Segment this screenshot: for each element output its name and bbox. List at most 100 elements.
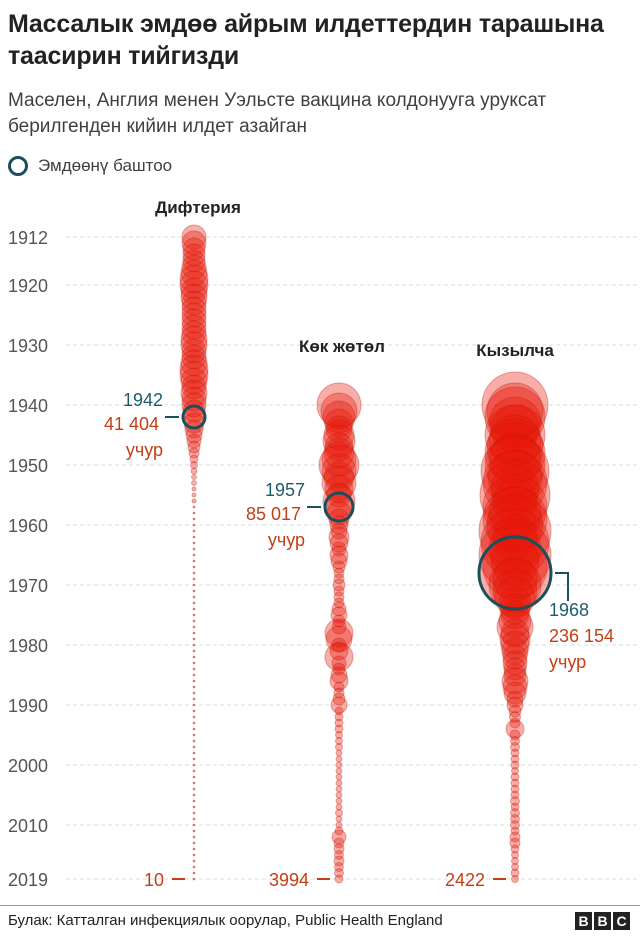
bubble xyxy=(192,511,196,515)
bubble xyxy=(334,712,344,722)
bubble xyxy=(331,655,347,671)
bbc-logo-letter: B xyxy=(575,912,592,930)
bubble xyxy=(192,865,196,869)
bubble xyxy=(181,308,207,334)
bubble xyxy=(182,243,206,267)
vaccine-start-marker xyxy=(477,535,553,611)
bubble xyxy=(335,779,343,787)
bubble xyxy=(181,224,207,250)
bubble xyxy=(192,805,196,809)
bubble xyxy=(488,558,542,612)
bubble xyxy=(505,719,525,739)
bubble xyxy=(335,773,343,781)
bubble xyxy=(192,631,196,635)
bubble xyxy=(181,386,207,412)
bubble xyxy=(510,790,520,800)
bubble xyxy=(488,396,542,450)
bubble xyxy=(191,474,197,480)
bubble xyxy=(182,237,206,261)
bubble xyxy=(192,817,196,821)
bubble xyxy=(192,829,196,833)
bubble xyxy=(192,691,196,695)
y-tick-label: 2019 xyxy=(8,870,48,890)
bubble xyxy=(334,718,344,728)
bubble xyxy=(192,841,196,845)
bubble xyxy=(333,597,345,609)
bubble xyxy=(181,254,207,280)
chart-title: Массалык эмдөө айрым илдеттердин тарашын… xyxy=(8,10,604,70)
bubble xyxy=(192,739,196,743)
bubble xyxy=(510,808,520,818)
bubble xyxy=(492,556,538,602)
bubble xyxy=(510,814,520,824)
bubble xyxy=(510,772,520,782)
footer-divider xyxy=(0,905,640,906)
bbc-logo-letter: B xyxy=(594,912,611,930)
bubble xyxy=(180,259,208,287)
bubble xyxy=(503,657,527,681)
bubble xyxy=(192,751,196,755)
bubble xyxy=(323,419,355,451)
bubble xyxy=(192,601,196,605)
bubble xyxy=(192,589,196,593)
bubble xyxy=(502,674,528,700)
bubble xyxy=(192,763,196,767)
bubble xyxy=(192,703,196,707)
bubble xyxy=(192,871,196,875)
bubble xyxy=(328,526,350,548)
bubble xyxy=(334,724,344,734)
bubble xyxy=(192,799,196,803)
vaccine-start-ring-icon xyxy=(8,156,28,176)
bubble xyxy=(333,567,345,579)
bubble xyxy=(192,595,196,599)
bubble xyxy=(332,692,346,706)
y-tick-label: 1970 xyxy=(8,576,48,596)
bubble xyxy=(321,453,357,489)
bubble xyxy=(191,498,197,504)
legend: Эмдөөнү баштоо xyxy=(8,156,172,176)
bubble xyxy=(482,450,548,516)
bubble xyxy=(331,619,347,635)
vaccine-cases-label: 41 404 xyxy=(104,414,159,434)
bubble xyxy=(192,505,196,509)
bubble xyxy=(510,868,520,878)
bubble xyxy=(324,408,354,438)
bubble xyxy=(334,868,344,878)
y-tick-label: 1920 xyxy=(8,276,48,296)
bubble xyxy=(332,662,346,676)
bubble xyxy=(192,823,196,827)
bubble xyxy=(179,270,209,300)
bubble xyxy=(510,760,520,770)
bubble xyxy=(192,727,196,731)
vaccine-cases-label: 236 154 xyxy=(549,626,614,646)
bubble xyxy=(510,742,520,752)
bubble xyxy=(335,821,343,829)
bubble xyxy=(182,249,206,273)
bubble xyxy=(192,673,196,677)
column-1: Дифтерия 1942 41 404 учур 10 xyxy=(104,198,241,890)
bubble xyxy=(179,354,209,384)
bubble xyxy=(180,283,208,311)
bubble xyxy=(330,552,348,570)
last-year-cases-label: 3994 xyxy=(269,870,309,890)
column-3: Кызылча 1968 236 154 учур 2422 xyxy=(445,341,614,890)
y-tick-label: 1940 xyxy=(8,396,48,416)
bubble xyxy=(324,618,354,648)
bubble xyxy=(333,573,345,585)
bubble xyxy=(330,522,348,540)
bubble xyxy=(501,667,529,695)
bubble xyxy=(510,736,520,746)
y-tick-label: 1990 xyxy=(8,696,48,716)
bubble xyxy=(187,440,201,454)
bubble xyxy=(503,663,527,687)
bubble xyxy=(326,482,352,508)
bubble xyxy=(192,547,196,551)
bubble xyxy=(192,685,196,689)
bubble xyxy=(192,667,196,671)
bubble xyxy=(508,704,522,718)
bubble xyxy=(192,715,196,719)
bubble xyxy=(181,230,207,256)
bubble xyxy=(316,382,362,428)
bubble xyxy=(182,399,206,423)
vaccine-start-marker xyxy=(181,404,207,430)
